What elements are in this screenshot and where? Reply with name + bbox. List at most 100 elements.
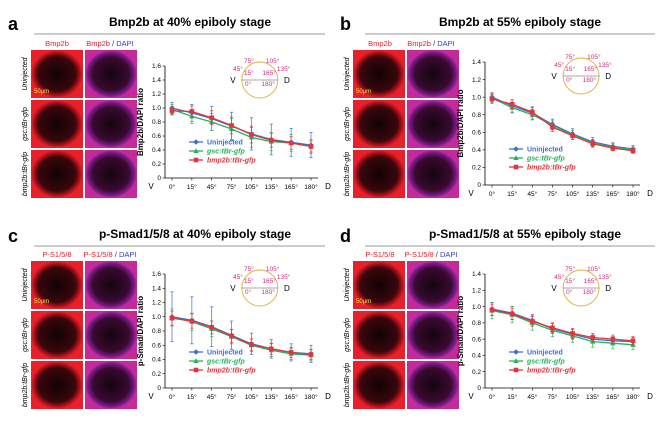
x-tick-label: 15° (187, 393, 197, 401)
data-point (570, 331, 575, 336)
panel-letter: d (340, 226, 351, 246)
inset-angle-label: 135° (277, 273, 291, 281)
y-tick-label: 0.2 (152, 161, 161, 168)
data-point (229, 333, 234, 339)
inset-angle-label: 15° (244, 277, 254, 285)
y-tick-label: 1.0 (152, 105, 161, 112)
inset-angle-label: 180° (583, 76, 597, 84)
inset-angle-label: 75° (565, 265, 575, 273)
y-tick-label: 1.2 (152, 91, 161, 98)
micrograph-image (85, 150, 137, 198)
y-tick-label: 1.2 (152, 300, 161, 307)
data-point (529, 109, 535, 115)
inset-angle-label: 15° (565, 277, 575, 285)
x-tick-label: 0° (169, 393, 176, 401)
inset-v-label: V (230, 76, 236, 85)
inset-angle-label: 105° (266, 265, 280, 273)
header-left: Bmp2b (45, 39, 69, 48)
y-tick-label: 0.8 (152, 328, 161, 335)
data-point (193, 157, 199, 163)
series-line (171, 110, 312, 148)
data-point (513, 146, 519, 152)
y-tick-label: 0.4 (472, 353, 481, 360)
y-axis-label: Bmp2b/DAPI ratio (136, 88, 145, 156)
x-tick-label: 0° (489, 190, 496, 198)
data-point (489, 96, 495, 102)
header-right-sep: / (113, 250, 119, 259)
row-label: bmp2b:tBr-gfp (22, 363, 29, 407)
header-right-sep: / (110, 39, 116, 48)
x-tick-label: 105° (245, 183, 259, 191)
axis-end-label-v: V (468, 392, 474, 401)
data-point (193, 358, 199, 363)
row-label: Uninjected (344, 267, 351, 301)
axis-end-label-v: V (148, 392, 154, 401)
x-tick-label: 15° (187, 183, 197, 191)
series (489, 94, 636, 154)
inset-v-label: V (551, 72, 557, 81)
micrograph-image (85, 50, 137, 98)
series-line (171, 316, 312, 356)
header-right-blue: DAPI (440, 250, 458, 259)
header-right-blue: DAPI (119, 250, 137, 259)
y-tick-label: 0.2 (152, 371, 161, 378)
panel-a: a Bmp2b at 40% epiboly stage Bmp2b Bmp2b… (8, 14, 331, 198)
x-tick-label: 165° (606, 190, 620, 198)
y-tick-label: 0 (157, 175, 161, 182)
axis-end-label-d: D (647, 392, 653, 401)
panel-title: p-Smad1/5/8 at 40% epiboly stage (99, 227, 291, 241)
data-point (513, 349, 519, 355)
header-right-blue: DAPI (437, 39, 455, 48)
micrograph-grid (353, 261, 459, 409)
y-tick-label: 0 (477, 385, 481, 392)
panel-d: d p-Smad1/5/8 at 55% epiboly stage P-S1/… (340, 226, 655, 409)
micrograph-image (407, 261, 459, 309)
header-right-sep: / (431, 39, 437, 48)
legend-label: gsc:tBr-gfp (526, 156, 565, 163)
row-label: gsc:tBr-gfp (344, 318, 351, 352)
series (489, 303, 636, 346)
data-point (509, 311, 515, 317)
y-tick-label: 1.6 (152, 271, 161, 278)
micrograph-image (353, 361, 405, 409)
data-point (193, 139, 199, 145)
header-right-blue: DAPI (116, 39, 134, 48)
y-tick-label: 0.8 (152, 119, 161, 126)
data-point (249, 132, 254, 137)
y-tick-label: 0.8 (472, 112, 481, 119)
y-tick-label: 1.0 (152, 314, 161, 321)
micrograph-image (353, 311, 405, 359)
legend-label: Uninjected (207, 140, 243, 147)
micrograph-image (407, 100, 459, 148)
data-point (630, 148, 636, 154)
legend-label: bmp2b:tBr-gfp (207, 368, 256, 375)
micrograph-image (85, 361, 137, 409)
panel-letter: c (8, 226, 18, 246)
x-tick-label: 105° (566, 393, 580, 401)
micrograph-image (31, 50, 83, 98)
row-label: bmp2b:tBr-gfp (344, 363, 351, 407)
row-label: bmp2b:tBr-gfp (344, 152, 351, 196)
y-tick-label: 1.2 (472, 77, 481, 84)
panel-b: b Bmp2b at 55% epiboly stage Bmp2b Bmp2b… (340, 14, 655, 198)
data-point (308, 352, 314, 357)
data-point (249, 342, 254, 347)
inset-angle-label: 0° (566, 76, 573, 84)
data-point (513, 155, 519, 160)
line-chart: 0 0.2 0.4 0.6 0.8 1.0 1.2 1.4 1.6 p-Smad/DAPI rat… (136, 265, 331, 401)
x-tick-label: 75° (227, 183, 237, 191)
header-right-red: P-S1/5/8 (405, 250, 434, 259)
micrograph-image (407, 311, 459, 359)
y-tick-label: 0.4 (152, 357, 161, 364)
inset-v-label: V (551, 284, 557, 293)
micrograph-grid (353, 50, 459, 198)
series-line (491, 309, 634, 342)
axis-end-label-d: D (647, 189, 653, 198)
data-point (630, 338, 636, 344)
x-tick-label: 45° (527, 393, 537, 401)
panel-c: c p-Smad1/5/8 at 40% epiboly stage P-S1/… (8, 226, 331, 409)
inset-angle-label: 135° (598, 61, 612, 69)
header-right: P-S1/5/8 / DAPI (405, 250, 458, 259)
inset-angle-label: 45° (554, 61, 564, 69)
data-point (550, 325, 555, 331)
